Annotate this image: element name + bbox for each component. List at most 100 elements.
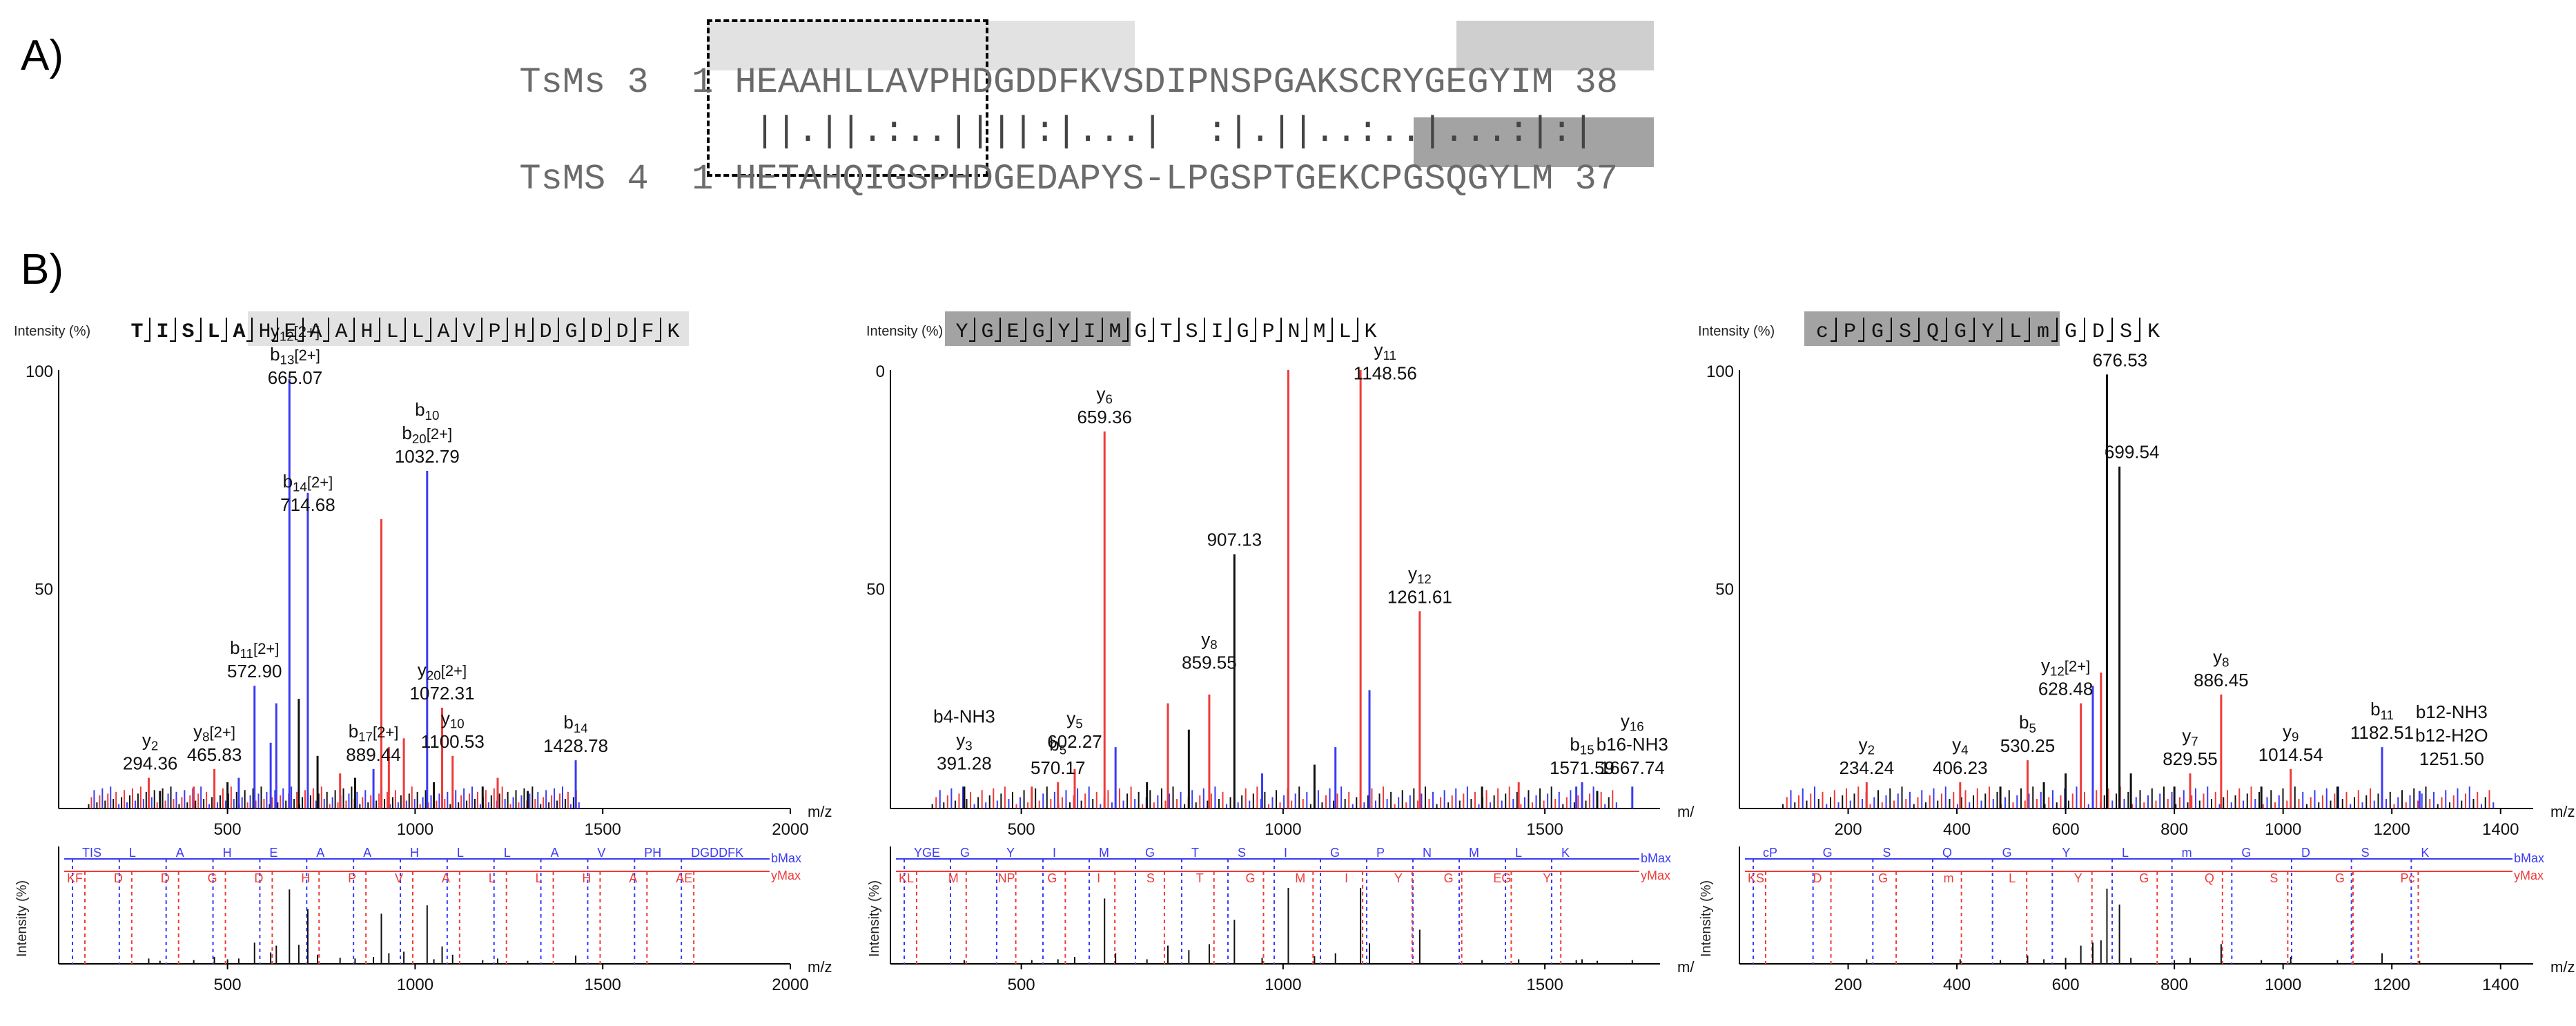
b-fragment-label: Q bbox=[1942, 846, 1952, 860]
signal-peptide-box bbox=[707, 19, 988, 177]
x-tick-label: 800 bbox=[2160, 976, 2188, 994]
b-fragment-label: G bbox=[960, 846, 970, 860]
peptide-residue: P bbox=[488, 320, 500, 344]
fragment-bracket bbox=[195, 318, 202, 342]
peptide-residue: L bbox=[207, 320, 219, 344]
fragment-bracket bbox=[1276, 318, 1282, 342]
peak-label: 1251.50 bbox=[2419, 748, 2484, 769]
peak-label: y5 bbox=[1066, 708, 1082, 731]
y-fragment-label: S bbox=[1146, 871, 1155, 885]
b-fragment-label: m bbox=[2182, 846, 2192, 860]
y-tick-label: 50 bbox=[35, 581, 53, 599]
peak-label: 659.36 bbox=[1077, 407, 1132, 427]
peptide-residue: S bbox=[182, 320, 194, 344]
b-fragment-label: N bbox=[1423, 846, 1432, 860]
peptide-residue: P bbox=[1844, 320, 1856, 344]
x-tick-label: 1500 bbox=[585, 820, 621, 839]
peptide-residue: Q bbox=[1926, 320, 1939, 344]
x-tick-label: 1000 bbox=[2265, 976, 2301, 994]
peak-label: b12-NH3 bbox=[2416, 701, 2488, 722]
b-fragment-label: L bbox=[1515, 846, 1522, 860]
peptide-residue: Y bbox=[1057, 320, 1070, 344]
peptide-residue: M bbox=[1109, 320, 1121, 344]
x-axis-label: m/z bbox=[808, 803, 832, 820]
peptide-residue: G bbox=[981, 320, 993, 344]
panel-b-label: B) bbox=[21, 246, 64, 293]
peptide-residue: I bbox=[1211, 320, 1223, 344]
y-fragment-label: G bbox=[1047, 871, 1057, 885]
b-fragment-label: A bbox=[316, 846, 324, 860]
x-tick-label: 1200 bbox=[2374, 820, 2410, 839]
peptide-residue: D bbox=[590, 320, 603, 344]
peptide-residue: F bbox=[641, 320, 654, 344]
peak-label: 628.48 bbox=[2038, 679, 2094, 699]
y-fragment-label: T bbox=[1196, 871, 1204, 885]
peptide-residue: P bbox=[1262, 320, 1274, 344]
fragment-bracket bbox=[1969, 318, 1975, 342]
peak-label: b20[2+] bbox=[402, 423, 452, 446]
x-tick-label: 500 bbox=[1008, 976, 1035, 994]
peptide-residue: E bbox=[284, 320, 296, 344]
b-max-label: bMax bbox=[771, 851, 801, 865]
b-fragment-label: L bbox=[2122, 846, 2129, 860]
y-fragment-label: NP bbox=[998, 871, 1015, 885]
highlight-tsms3-ctail bbox=[1456, 21, 1654, 70]
x-axis-label: m/z bbox=[808, 958, 832, 976]
fragment-bracket bbox=[144, 318, 150, 342]
peptide-residue: L bbox=[411, 320, 424, 344]
fragment-bracket bbox=[604, 318, 610, 342]
peak-label: 714.68 bbox=[280, 494, 335, 515]
fragment-bracket bbox=[2134, 318, 2140, 342]
peak-label: y8 bbox=[1201, 629, 1217, 652]
b-fragment-label: A bbox=[176, 846, 184, 860]
fragment-bracket bbox=[1996, 318, 2002, 342]
fragment-bracket bbox=[476, 318, 482, 342]
peptide-highlight bbox=[248, 311, 689, 346]
peak-label: 886.45 bbox=[2194, 670, 2249, 690]
fragment-bracket bbox=[1046, 318, 1052, 342]
b-fragment-label: L bbox=[504, 846, 511, 860]
y-fragment-label: I bbox=[1345, 871, 1348, 885]
peptide-residue: D bbox=[2092, 320, 2105, 344]
peak-label: y6 bbox=[1097, 383, 1113, 407]
peak-label: 570.17 bbox=[1031, 757, 1086, 778]
peak-label: 1571.59 bbox=[1550, 757, 1614, 778]
fragment-bracket bbox=[1122, 318, 1129, 342]
y-tick-label: 100 bbox=[26, 362, 53, 381]
peak-label: b17[2+] bbox=[349, 721, 399, 744]
fragment-bracket bbox=[1250, 318, 1256, 342]
peak-label: b4-NH3 bbox=[933, 706, 995, 727]
fragment-bracket bbox=[246, 318, 253, 342]
alignment-row-1: TsMs 3 1 HEAAHLLAVPHDGDDFKVSDIPNSPGAKSCR… bbox=[476, 29, 1618, 101]
peak-label: 859.55 bbox=[1182, 652, 1237, 673]
x-tick-label: 1000 bbox=[2265, 820, 2301, 839]
x-tick-label: 1500 bbox=[585, 976, 621, 994]
fragment-bracket bbox=[578, 318, 585, 342]
peak-label: 1667.74 bbox=[1600, 757, 1665, 778]
peak-label: y9 bbox=[2283, 721, 2299, 744]
b-fragment-label: G bbox=[1823, 846, 1833, 860]
y-fragment-label: S bbox=[2270, 871, 2278, 885]
y-tick-label: 0 bbox=[876, 362, 885, 381]
fragment-bracket bbox=[1020, 318, 1026, 342]
fragment-bracket bbox=[1071, 318, 1077, 342]
y-fragment-label: G bbox=[1246, 871, 1256, 885]
y-fragment-label: M bbox=[1295, 871, 1305, 885]
peptide-residue: A bbox=[335, 320, 347, 344]
b-fragment-label: S bbox=[1882, 846, 1891, 860]
b-fragment-label: M bbox=[1099, 846, 1109, 860]
seq-tsms3: HEAAHLLAVPHDGDDFKVSDIPNSPGAKSCRYGEGYIM bbox=[734, 62, 1554, 103]
peak-label: y8 bbox=[2213, 646, 2229, 670]
fragment-bracket bbox=[272, 318, 278, 342]
y-tick-label: 100 bbox=[1706, 362, 1734, 381]
peak-label: b5 bbox=[1049, 734, 1066, 757]
seq-end: 38 bbox=[1574, 62, 1618, 103]
fragment-bracket bbox=[2051, 318, 2058, 342]
peptide-residue: c bbox=[1816, 320, 1828, 344]
y-fragment-label: G bbox=[2335, 871, 2345, 885]
fragment-bracket bbox=[1941, 318, 1947, 342]
y-fragment-label: Y bbox=[1543, 871, 1551, 885]
peptide-highlight bbox=[1804, 311, 2060, 346]
peak-label: b15 bbox=[1570, 734, 1594, 757]
lower-y-label: Intensity (%) bbox=[867, 880, 882, 957]
